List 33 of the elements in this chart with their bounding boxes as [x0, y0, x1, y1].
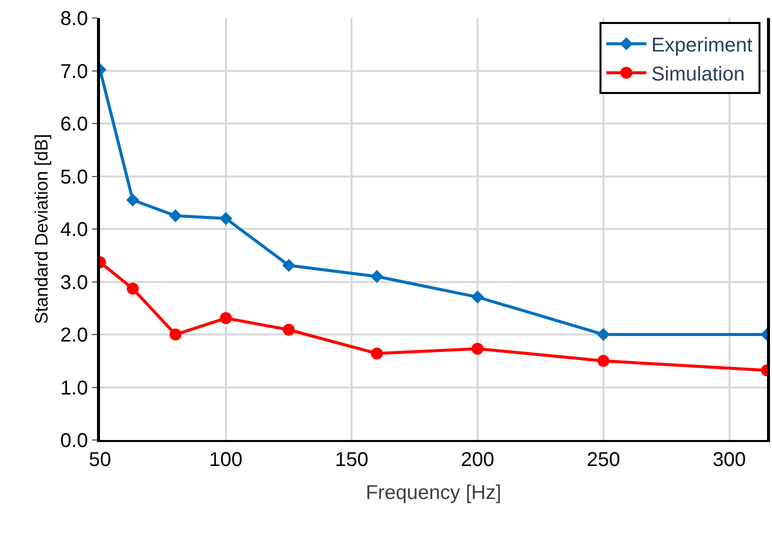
point: [126, 282, 139, 295]
point: [472, 342, 484, 355]
y-tick-label: 7.0: [60, 60, 88, 83]
y-axis-title: Standard Deviation [dB]: [31, 134, 52, 324]
x-axis-title: Frequency [Hz]: [366, 482, 502, 504]
point: [220, 312, 232, 324]
point: [370, 270, 384, 283]
point: [126, 193, 140, 206]
point: [169, 209, 182, 222]
x-tick-label: 100: [209, 449, 243, 471]
x-tick-label: 300: [712, 449, 746, 471]
point: [370, 347, 383, 360]
y-tick-label: 2.0: [60, 324, 88, 346]
x-tick-label: 50: [88, 449, 112, 471]
y-tick-label: 8.0: [60, 8, 88, 30]
point: [219, 212, 232, 225]
point: [596, 328, 610, 341]
point: [282, 258, 296, 272]
y-tick-label: 4.0: [60, 219, 88, 241]
legend-label: Simulation: [651, 64, 745, 86]
point: [597, 354, 610, 367]
legend-label: Experiment: [651, 34, 753, 57]
x-tick-label: 250: [586, 449, 620, 471]
y-tick-label: 0.0: [60, 430, 88, 452]
x-tick-label: 200: [460, 449, 494, 471]
point: [471, 290, 484, 304]
y-tick-label: 6.0: [60, 114, 88, 136]
y-tick-label: 1.0: [60, 377, 88, 400]
point: [282, 324, 295, 336]
y-tick-label: 5.0: [60, 166, 88, 188]
y-tick-label: 3.0: [60, 272, 88, 294]
point: [170, 328, 182, 340]
x-tick-label: 150: [335, 449, 368, 471]
